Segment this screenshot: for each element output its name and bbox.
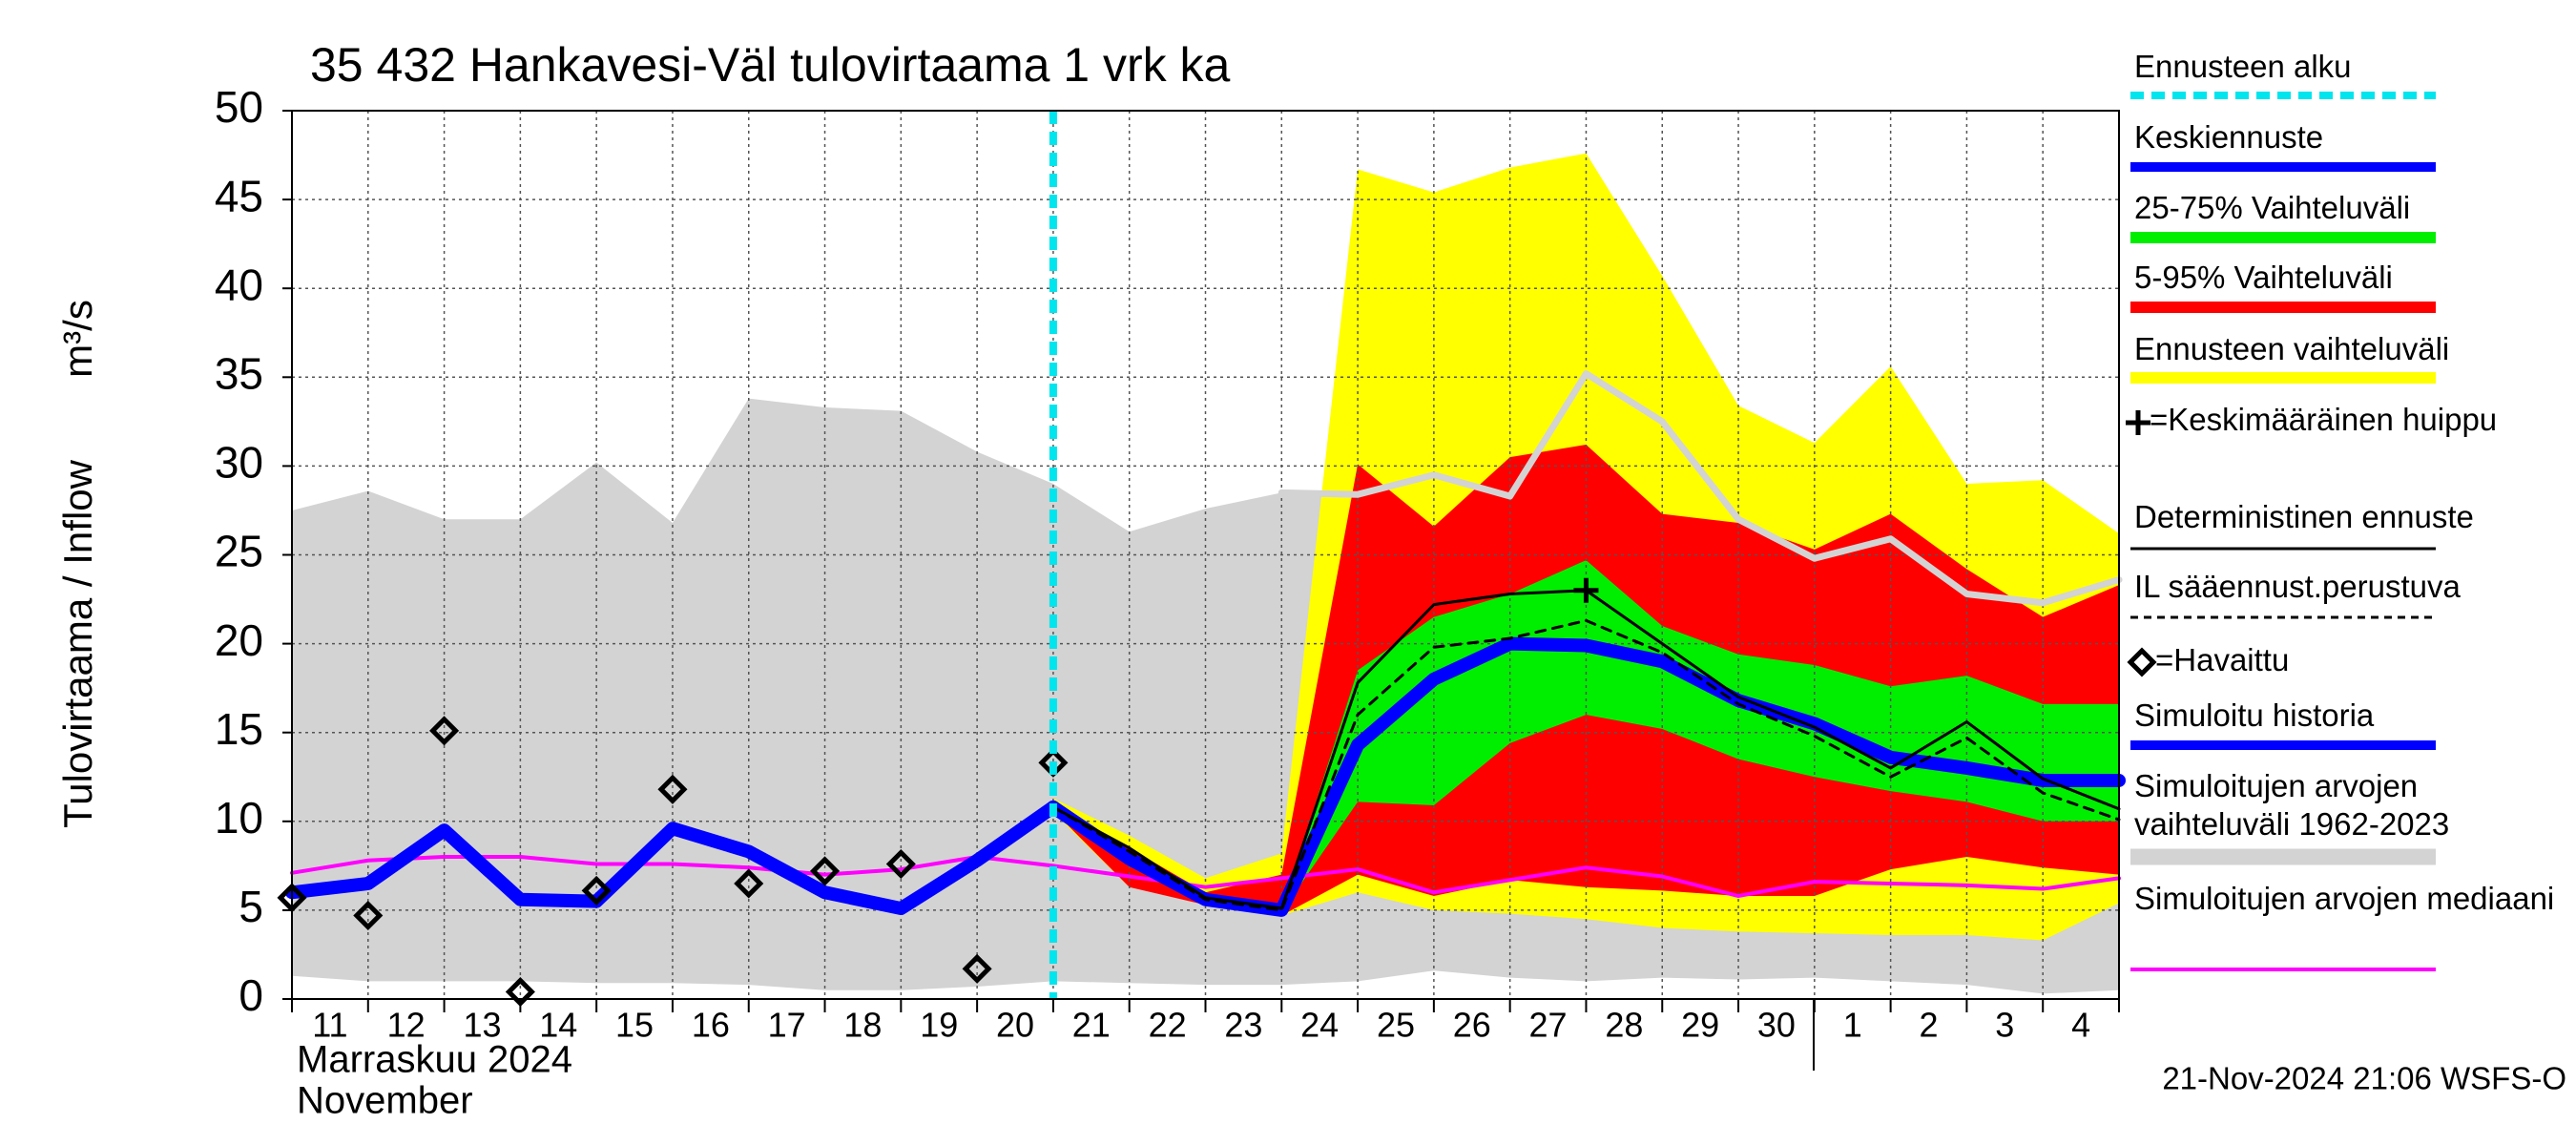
y-tick-label: 0	[239, 970, 263, 1020]
x-tick-label: 15	[615, 1006, 654, 1045]
observed-marker	[429, 716, 460, 746]
observed-marker	[885, 848, 916, 880]
x-tick-label: 24	[1300, 1006, 1339, 1045]
legend-label: Simuloitu historia	[2134, 697, 2375, 733]
legend-label: =Keskimääräinen huippu	[2150, 402, 2498, 437]
observed-marker	[2127, 647, 2157, 677]
footer: 21-Nov-2024 21:06 WSFS-O	[2162, 1061, 2566, 1096]
x-tick-label: 23	[1224, 1006, 1262, 1045]
x-tick-label: 21	[1072, 1006, 1111, 1045]
legend-label-box: Simuloitujen arvojen mediaani	[2134, 881, 2555, 916]
chart-title: 35 432 Hankavesi-Väl tulovirtaama 1 vrk …	[310, 38, 1231, 92]
x-tick-label: 4	[2071, 1006, 2090, 1045]
legend-label-box: Deterministinen ennuste	[2134, 499, 2474, 534]
series-line	[285, 800, 1060, 916]
y-tick-label: 25	[215, 527, 263, 576]
legend-label-box: Simuloitu historia	[2134, 697, 2375, 733]
legend-label: Simuloitujen arvojen vaihteluväli 1962-2…	[2134, 768, 2450, 842]
observed-marker	[810, 856, 841, 886]
legend-label-box: 5-95% Vaihteluväli	[2134, 260, 2393, 295]
range-upper-line	[1278, 370, 2123, 607]
legend-label: Keskiennuste	[2134, 119, 2324, 155]
series-line	[1051, 618, 2121, 912]
x-tick-label: 14	[539, 1006, 577, 1045]
y-tick-label: 10	[215, 793, 263, 843]
observed-marker	[734, 868, 764, 899]
legend-label-box: 25-75% Vaihteluväli	[2134, 190, 2411, 225]
x-tick-label: 22	[1149, 1006, 1187, 1045]
legend-label-box: Simuloitujen arvojen vaihteluväli 1962-2…	[2134, 768, 2450, 842]
legend-label-box: =Keskimääräinen huippu	[2150, 402, 2498, 437]
observed-marker	[353, 900, 384, 931]
x-tick-label: 25	[1377, 1006, 1415, 1045]
peak-marker	[2126, 410, 2150, 435]
series-line	[290, 855, 2121, 899]
x-tick-label: 26	[1453, 1006, 1491, 1045]
x-tick-label: 13	[463, 1006, 501, 1045]
legend-label: =Havaittu	[2155, 642, 2290, 677]
legend-label: IL sääennust.perustuva	[2134, 569, 2461, 604]
y-tick-label: 50	[215, 82, 263, 132]
series-line	[1046, 636, 2126, 917]
y-tick-label: 15	[215, 704, 263, 754]
legend-label: Ennusteen alku	[2134, 49, 2352, 84]
legend-label-box: Ennusteen alku	[2134, 49, 2352, 84]
y-tick-label: 20	[215, 615, 263, 665]
x-tick-label: 1	[1843, 1006, 1862, 1045]
legend-label-box: Ennusteen vaihteluväli	[2134, 331, 2450, 366]
x-tick-label: 19	[920, 1006, 958, 1045]
y-axis-label: Tulovirtaama / Inflow	[55, 459, 100, 828]
x-tick-label: 27	[1529, 1006, 1568, 1045]
peak-marker	[1573, 577, 1599, 603]
grid	[291, 110, 2120, 1000]
legend-label: 25-75% Vaihteluväli	[2134, 190, 2411, 225]
legend-label: Simuloitujen arvojen mediaani	[2134, 881, 2555, 916]
x-month-label-en: November	[297, 1080, 473, 1122]
y-tick-label: 45	[215, 171, 263, 220]
legend-label-box: IL sääennust.perustuva	[2134, 569, 2461, 604]
y-tick-label: 40	[215, 260, 263, 309]
legend-label-box: Keskiennuste	[2134, 119, 2324, 155]
x-tick-label: 2	[1920, 1006, 1939, 1045]
x-tick-label: 18	[843, 1006, 882, 1045]
legend-label: 5-95% Vaihteluväli	[2134, 260, 2393, 295]
observed-marker	[657, 774, 688, 804]
x-tick-label: 17	[768, 1006, 806, 1045]
y-tick-label: 35	[215, 348, 263, 398]
legend-label-box: =Havaittu	[2155, 642, 2290, 677]
x-tick-label: 28	[1605, 1006, 1643, 1045]
observed-marker	[962, 953, 992, 984]
legend-label: Deterministinen ennuste	[2134, 499, 2474, 534]
x-tick-label: 11	[312, 1006, 347, 1045]
legend-label: Ennusteen vaihteluväli	[2134, 331, 2450, 366]
y-axis-unit: m³/s	[55, 300, 100, 378]
y-tick-label: 30	[215, 438, 263, 488]
x-tick-label: 12	[387, 1006, 426, 1045]
observed-marker	[581, 875, 612, 906]
x-tick-label: 30	[1757, 1006, 1796, 1045]
x-tick-label: 29	[1681, 1006, 1719, 1045]
x-tick-label: 3	[1995, 1006, 2014, 1045]
legend: Ennusteen alku Keskiennuste 25-75% Vaihtel…	[2126, 49, 2555, 971]
y-tick-label: 5	[239, 882, 263, 931]
x-tick-label: 16	[692, 1006, 730, 1045]
x-tick-label: 20	[996, 1006, 1034, 1045]
x-month-label: Marraskuu 2024	[297, 1039, 572, 1081]
